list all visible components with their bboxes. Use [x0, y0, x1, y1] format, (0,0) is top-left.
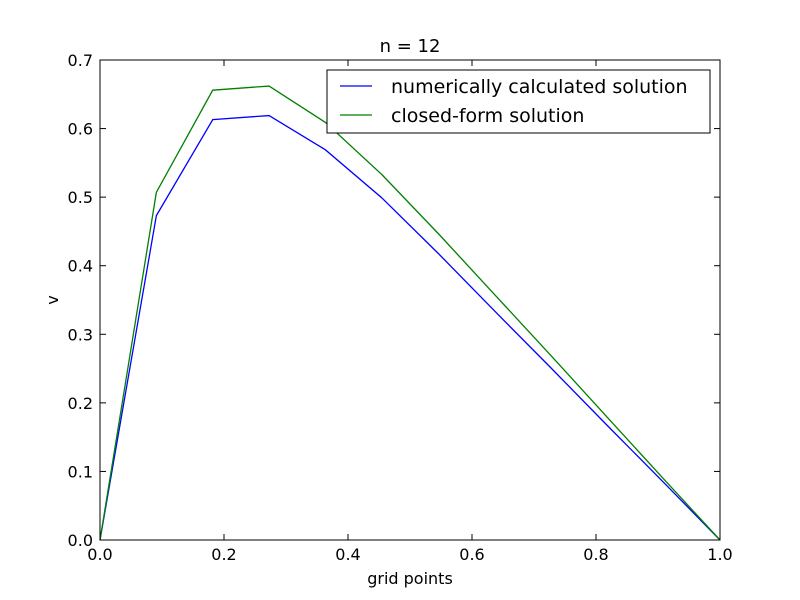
y-tick-label: 0.7 [68, 51, 93, 70]
x-axis-label: grid points [367, 569, 453, 588]
y-tick-label: 0.5 [68, 188, 93, 207]
x-tick-label: 1.0 [707, 545, 732, 564]
y-tick-label: 0.0 [68, 531, 93, 550]
plot-frame [99, 59, 721, 541]
y-tick-label: 0.6 [68, 120, 93, 139]
y-tick-label: 0.1 [68, 462, 93, 481]
series-line-0 [99, 114, 721, 541]
legend: numerically calculated solution closed-f… [326, 69, 711, 134]
legend-label-closed-form: closed-form solution [391, 105, 584, 127]
x-tick-label: 0.2 [211, 545, 236, 564]
legend-box [326, 69, 711, 134]
y-tick-label: 0.4 [68, 257, 93, 276]
series-line-1 [99, 85, 721, 541]
chart-title: n = 12 [380, 36, 441, 57]
legend-label-numerical: numerically calculated solution [391, 76, 688, 98]
y-axis-label: v [43, 295, 62, 304]
x-tick-label: 0.0 [87, 545, 112, 564]
x-tick-label: 0.4 [335, 545, 360, 564]
axis-ticks: 0.0 0.2 0.4 0.6 0.8 1.0 0.0 0.1 0.2 0.3 0.4 0.5 0.6 0… [68, 51, 733, 564]
x-tick-label: 0.8 [583, 545, 608, 564]
x-tick-label: 0.6 [459, 545, 484, 564]
y-tick-label: 0.3 [68, 325, 93, 344]
series-lines [99, 85, 721, 541]
y-tick-label: 0.2 [68, 394, 93, 413]
